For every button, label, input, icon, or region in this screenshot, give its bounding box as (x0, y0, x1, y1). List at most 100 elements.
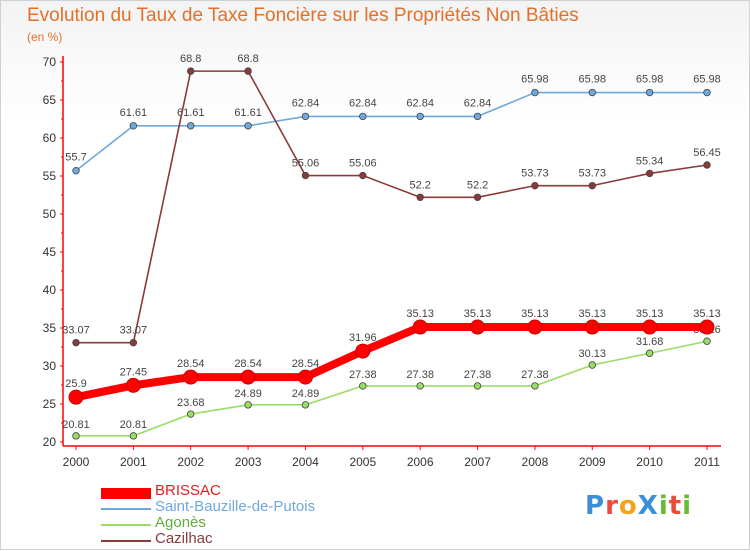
data-point (645, 88, 654, 97)
y-tick-label: 40 (43, 283, 57, 297)
logo-letter: i (658, 491, 669, 521)
x-tick-label: 2006 (407, 455, 434, 469)
data-label: 55.34 (636, 155, 664, 167)
data-point (531, 181, 539, 190)
data-label: 68.8 (237, 53, 258, 65)
data-label: 52.2 (467, 179, 488, 191)
data-label: 24.89 (234, 388, 262, 400)
data-label: 35.13 (579, 308, 607, 320)
data-point (473, 193, 482, 201)
data-label: 35.13 (693, 308, 721, 320)
y-tick-label: 30 (43, 359, 57, 373)
data-point (244, 401, 252, 409)
data-point (359, 171, 367, 180)
legend-swatch (101, 540, 151, 542)
data-point (68, 389, 84, 405)
data-point (187, 410, 195, 418)
data-label: 65.98 (636, 74, 664, 86)
logo-letter: P (585, 491, 606, 521)
data-label: 27.38 (521, 369, 549, 381)
data-label: 62.84 (349, 97, 377, 109)
data-point (416, 193, 424, 201)
data-label: 35.13 (464, 308, 492, 320)
data-point (129, 338, 138, 347)
data-point (412, 319, 428, 335)
data-label: 33.07 (62, 325, 90, 337)
data-label: 31.68 (636, 336, 664, 348)
data-label: 28.54 (234, 358, 262, 370)
series-line-saint-bauzille-de-putois (75, 91, 708, 172)
y-tick-label: 20 (43, 435, 57, 449)
data-point (187, 67, 195, 75)
data-label: 65.98 (521, 74, 549, 86)
data-point (244, 122, 252, 130)
legend-label: BRISSAC (155, 482, 221, 499)
data-label: 56.45 (693, 147, 721, 159)
data-label: 24.89 (292, 388, 320, 400)
data-point (470, 319, 486, 335)
y-tick-label: 50 (43, 207, 57, 221)
data-point (473, 382, 482, 390)
y-tick-label: 60 (43, 131, 57, 145)
series-line-cazilhac (75, 70, 708, 344)
y-tick-label: 65 (43, 93, 57, 107)
data-point (125, 377, 141, 393)
data-point (642, 319, 658, 335)
data-point (416, 382, 424, 390)
chart-title: Evolution du Taux de Taxe Foncière sur l… (27, 5, 579, 26)
data-point (301, 112, 310, 121)
data-label: 65.98 (579, 74, 607, 86)
data-label: 35.13 (636, 308, 664, 320)
x-tick-label: 2007 (464, 455, 491, 469)
y-tick-label: 55 (43, 169, 57, 183)
data-label: 53.73 (521, 168, 549, 180)
data-point (703, 88, 711, 97)
data-point (703, 337, 711, 345)
data-label: 55.7 (65, 152, 86, 164)
data-label: 35.13 (406, 308, 434, 320)
legend-label: Saint-Bauzille-de-Putois (155, 498, 316, 515)
data-point (531, 88, 539, 97)
legend-swatch (101, 508, 151, 510)
data-label: 33.07 (120, 325, 148, 337)
data-label: 27.38 (349, 369, 377, 381)
data-label: 55.06 (349, 158, 377, 170)
data-point (645, 169, 654, 178)
chart-subtitle: (en %) (27, 30, 63, 44)
data-label: 28.54 (292, 358, 320, 370)
legend-swatch (101, 488, 151, 499)
logo-letter: X (637, 491, 659, 521)
data-label: 65.98 (693, 74, 721, 86)
x-tick-label: 2004 (292, 455, 319, 469)
legend-label: Agonès (155, 514, 206, 531)
data-label: 55.06 (292, 158, 320, 170)
data-label: 30.13 (579, 348, 607, 360)
data-point (588, 181, 596, 190)
data-label: 61.61 (234, 107, 262, 119)
data-point (183, 369, 199, 385)
data-label: 52.2 (409, 179, 430, 191)
data-label: 62.84 (464, 97, 492, 109)
x-tick-label: 2011 (694, 455, 720, 469)
data-label: 20.81 (62, 419, 90, 431)
data-point (416, 112, 424, 121)
data-point (240, 369, 256, 385)
y-tick-label: 25 (43, 397, 57, 411)
data-point (584, 319, 600, 335)
data-label: 62.84 (406, 97, 434, 109)
series-line-brissac (72, 323, 711, 402)
data-label: 27.45 (120, 366, 148, 378)
data-point (72, 338, 80, 347)
data-point (703, 161, 711, 169)
x-tick-label: 2005 (349, 455, 376, 469)
x-tick-label: 2008 (522, 455, 549, 469)
data-point (72, 432, 80, 440)
data-point (301, 171, 310, 180)
data-point (244, 67, 252, 75)
logo-letter: i (682, 491, 693, 521)
x-tick-label: 2003 (235, 455, 262, 469)
data-point (588, 361, 596, 369)
y-tick-label: 70 (43, 55, 57, 69)
data-point (527, 319, 543, 335)
